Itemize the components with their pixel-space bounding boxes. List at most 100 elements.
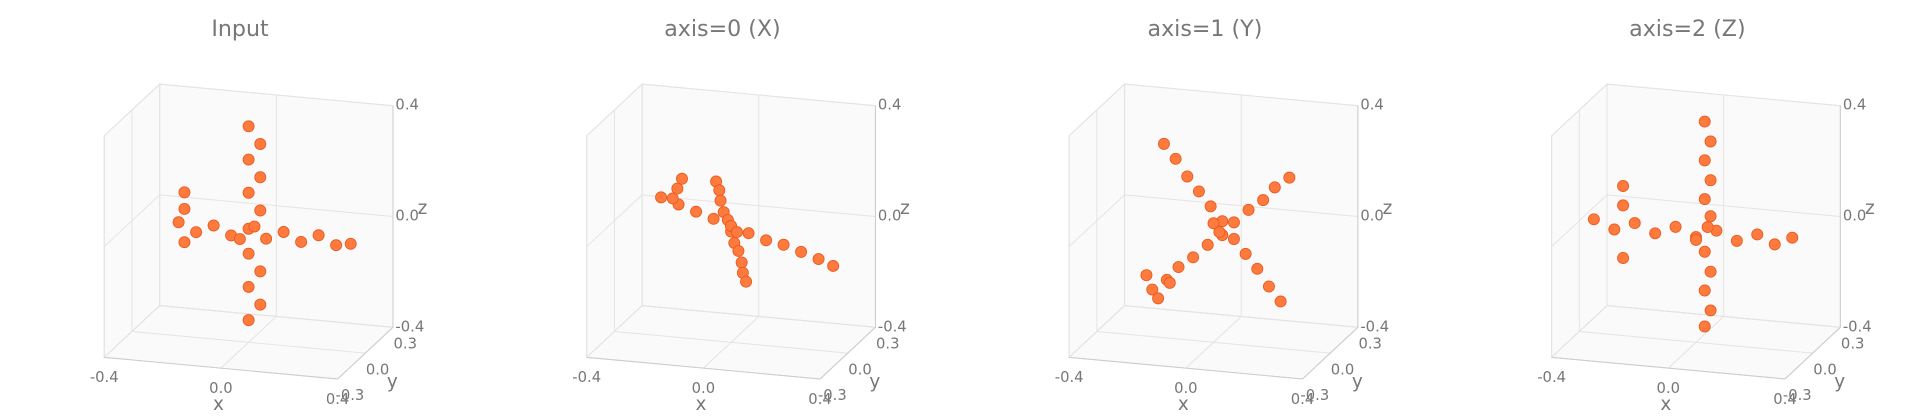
x-tick-label: 0.0	[692, 380, 715, 397]
grid-line	[103, 194, 160, 247]
x-axis	[1069, 356, 1303, 380]
point	[1172, 261, 1185, 274]
z-tick-label: 0.4	[1360, 97, 1383, 114]
grid-line	[103, 83, 160, 137]
grid-line	[1579, 330, 1813, 354]
point	[1140, 269, 1153, 282]
point	[732, 244, 745, 257]
point	[1669, 220, 1682, 233]
grid-line	[1606, 194, 1841, 218]
z-tick-label: 0.0	[1360, 208, 1383, 225]
point	[260, 232, 273, 245]
x-tick-label: -0.4	[1055, 369, 1084, 386]
y-tick-label: 0.3	[1841, 336, 1864, 353]
point	[1227, 233, 1240, 245]
point	[1617, 199, 1630, 212]
point	[178, 236, 191, 249]
y-axis	[1784, 326, 1841, 380]
point	[1704, 135, 1717, 148]
point	[248, 220, 261, 233]
grid-line	[586, 194, 643, 247]
grid-line	[1096, 330, 1331, 354]
point	[242, 314, 255, 327]
grid-line	[1606, 83, 1841, 107]
point	[714, 194, 727, 207]
x-axis	[1551, 356, 1786, 380]
point	[1786, 231, 1799, 244]
point	[242, 153, 255, 166]
grid-line	[1124, 194, 1358, 218]
point	[1649, 227, 1662, 240]
grid-line	[1606, 305, 1841, 328]
chart-title: axis=2 (Z)	[1629, 16, 1745, 42]
y-tick-label: 0.0	[1813, 361, 1836, 378]
y-axis	[1302, 326, 1359, 380]
grid-line	[1124, 305, 1358, 328]
point	[1698, 320, 1711, 333]
x-axis-label: x	[1178, 394, 1189, 415]
point	[1268, 181, 1281, 194]
point	[233, 233, 246, 246]
point	[1262, 280, 1275, 293]
x-tick-label: 0.0	[209, 380, 232, 397]
point	[1698, 115, 1711, 128]
point	[795, 245, 808, 258]
point	[713, 184, 726, 197]
y-axis-label: y	[387, 372, 398, 393]
point	[312, 229, 325, 242]
z-tick-label: -0.4	[878, 318, 907, 335]
point	[1730, 234, 1743, 247]
point	[671, 182, 684, 195]
x-axis-label: x	[695, 394, 706, 415]
point	[1257, 194, 1270, 207]
grid-line	[159, 83, 394, 107]
z-axis-label: z	[900, 198, 910, 219]
point	[1704, 304, 1717, 317]
point	[812, 253, 825, 266]
chart-title: Input	[211, 16, 269, 42]
y-axis	[337, 326, 394, 380]
y-tick-label: -0.3	[818, 387, 847, 404]
point	[1704, 210, 1717, 223]
x-tick-label: 0.0	[1174, 380, 1197, 397]
x-tick-label: -0.4	[1537, 369, 1566, 386]
z-tick-label: 0.4	[1843, 97, 1866, 114]
point	[1698, 245, 1711, 258]
point	[254, 204, 267, 217]
y-axis-label: y	[1352, 372, 1363, 393]
z-axis-label: z	[418, 198, 428, 219]
grid-line	[1551, 305, 1608, 358]
point	[1146, 283, 1159, 296]
point	[1239, 247, 1252, 260]
z-tick-label: -0.4	[395, 318, 424, 335]
point	[1213, 226, 1226, 239]
point	[1283, 171, 1296, 184]
point	[1698, 154, 1711, 167]
point	[1704, 265, 1717, 278]
point	[207, 219, 220, 232]
grid-line	[586, 305, 643, 358]
y-tick-label: -0.3	[1300, 387, 1329, 404]
point	[1617, 180, 1630, 192]
x-tick-label: 0.4	[808, 391, 831, 408]
y-axis-label: y	[1834, 372, 1845, 393]
y-axis	[819, 326, 876, 380]
point	[1628, 217, 1641, 230]
z-axis-label: z	[1865, 198, 1875, 219]
point	[666, 192, 679, 205]
y-tick-label: 0.3	[876, 336, 899, 353]
point	[1701, 221, 1714, 234]
point	[827, 259, 840, 272]
z-axis-label: z	[1383, 198, 1393, 219]
point	[655, 191, 668, 204]
y-tick-label: 0.0	[366, 361, 389, 378]
point	[1617, 252, 1630, 264]
grid-line	[586, 83, 643, 137]
z-tick-label: -0.4	[1843, 318, 1872, 335]
grid-line	[1068, 83, 1125, 137]
x-tick-label: 0.0	[1657, 380, 1680, 397]
point	[1698, 284, 1711, 297]
point	[1587, 213, 1600, 226]
point	[1152, 292, 1165, 305]
